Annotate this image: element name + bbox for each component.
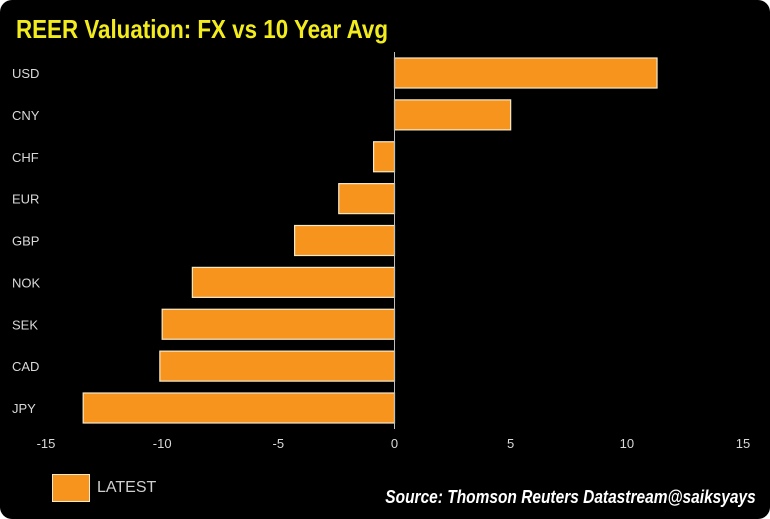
source-note: Source: Thomson Reuters Datastream@saiks… [385, 487, 756, 507]
legend: LATEST [52, 473, 156, 503]
bar-eur [338, 183, 396, 215]
category-label-usd: USD [12, 66, 39, 81]
category-label-gbp: GBP [12, 234, 39, 249]
category-label-cad: CAD [12, 359, 39, 374]
x-tick-label: 10 [620, 436, 634, 451]
x-tick-label: 0 [391, 436, 398, 451]
category-label-nok: NOK [12, 275, 41, 290]
x-tick-labels-group: -15 -10 -5 0 5 10 15 [37, 436, 751, 451]
bar-jpy [82, 392, 396, 424]
bar-usd [393, 57, 658, 89]
bar-cad [159, 350, 396, 382]
category-label-chf: CHF [12, 150, 39, 165]
category-label-eur: EUR [12, 192, 39, 207]
chart-title: REER Valuation: FX vs 10 Year Avg [16, 14, 388, 44]
legend-label: LATEST [97, 479, 157, 496]
bar-cny [393, 99, 512, 131]
x-tick-label: -5 [273, 436, 285, 451]
bar-nok [191, 266, 396, 298]
category-label-jpy: JPY [12, 401, 36, 416]
bar-sek [161, 308, 396, 340]
category-labels-group: USD CNY CHF EUR GBP NOK SEK CAD JPY [12, 66, 41, 416]
bar-chf [372, 141, 396, 173]
legend-swatch [52, 474, 90, 502]
x-tick-label: -15 [37, 436, 56, 451]
bar-gbp [293, 224, 396, 257]
x-tick-label: -10 [153, 436, 172, 451]
x-tick-label: 15 [736, 436, 750, 451]
bars-group [82, 57, 658, 424]
category-label-sek: SEK [12, 317, 38, 332]
x-tick-label: 5 [507, 436, 514, 451]
category-label-cny: CNY [12, 108, 40, 123]
